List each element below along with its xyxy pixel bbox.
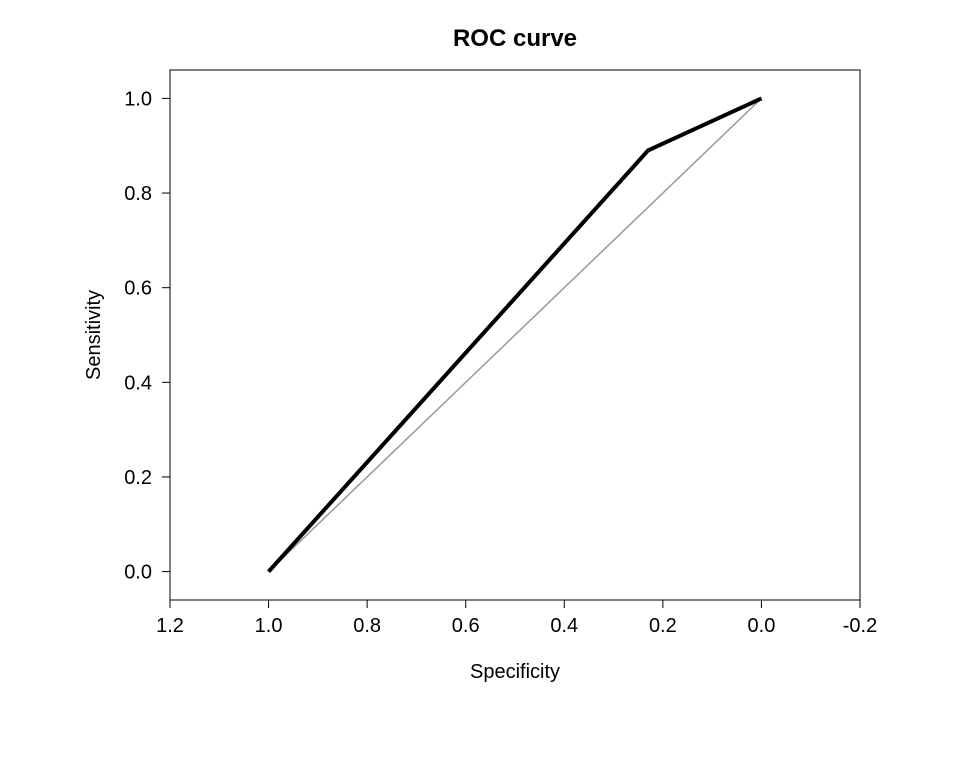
y-tick-label: 0.8 [124,183,152,205]
y-axis-label: Sensitivity [83,290,105,380]
y-tick-label: 0.6 [124,278,152,300]
chart-title: ROC curve [453,25,577,52]
x-tick-label: 0.0 [748,615,776,637]
x-tick-label: 1.2 [156,615,184,637]
y-tick-label: 0.2 [124,467,152,489]
x-tick-label: 0.8 [353,615,381,637]
x-tick-label: 0.6 [452,615,480,637]
y-tick-label: 0.0 [124,562,152,584]
x-axis-label: Specificity [470,661,560,683]
y-tick-label: 0.4 [124,372,152,394]
roc-chart-svg: ROC curve 1.2 1.0 0.8 0.6 0.4 0.2 0.0 -0.2 0.0 0.2… [0,0,960,768]
x-tick-label: -0.2 [843,615,877,637]
x-tick-label: 0.4 [550,615,578,637]
y-tick-label: 1.0 [124,88,152,110]
x-tick-label: 0.2 [649,615,677,637]
x-tick-label: 1.0 [255,615,283,637]
roc-chart: ROC curve 1.2 1.0 0.8 0.6 0.4 0.2 0.0 -0.2 0.0 0.2… [0,0,960,768]
